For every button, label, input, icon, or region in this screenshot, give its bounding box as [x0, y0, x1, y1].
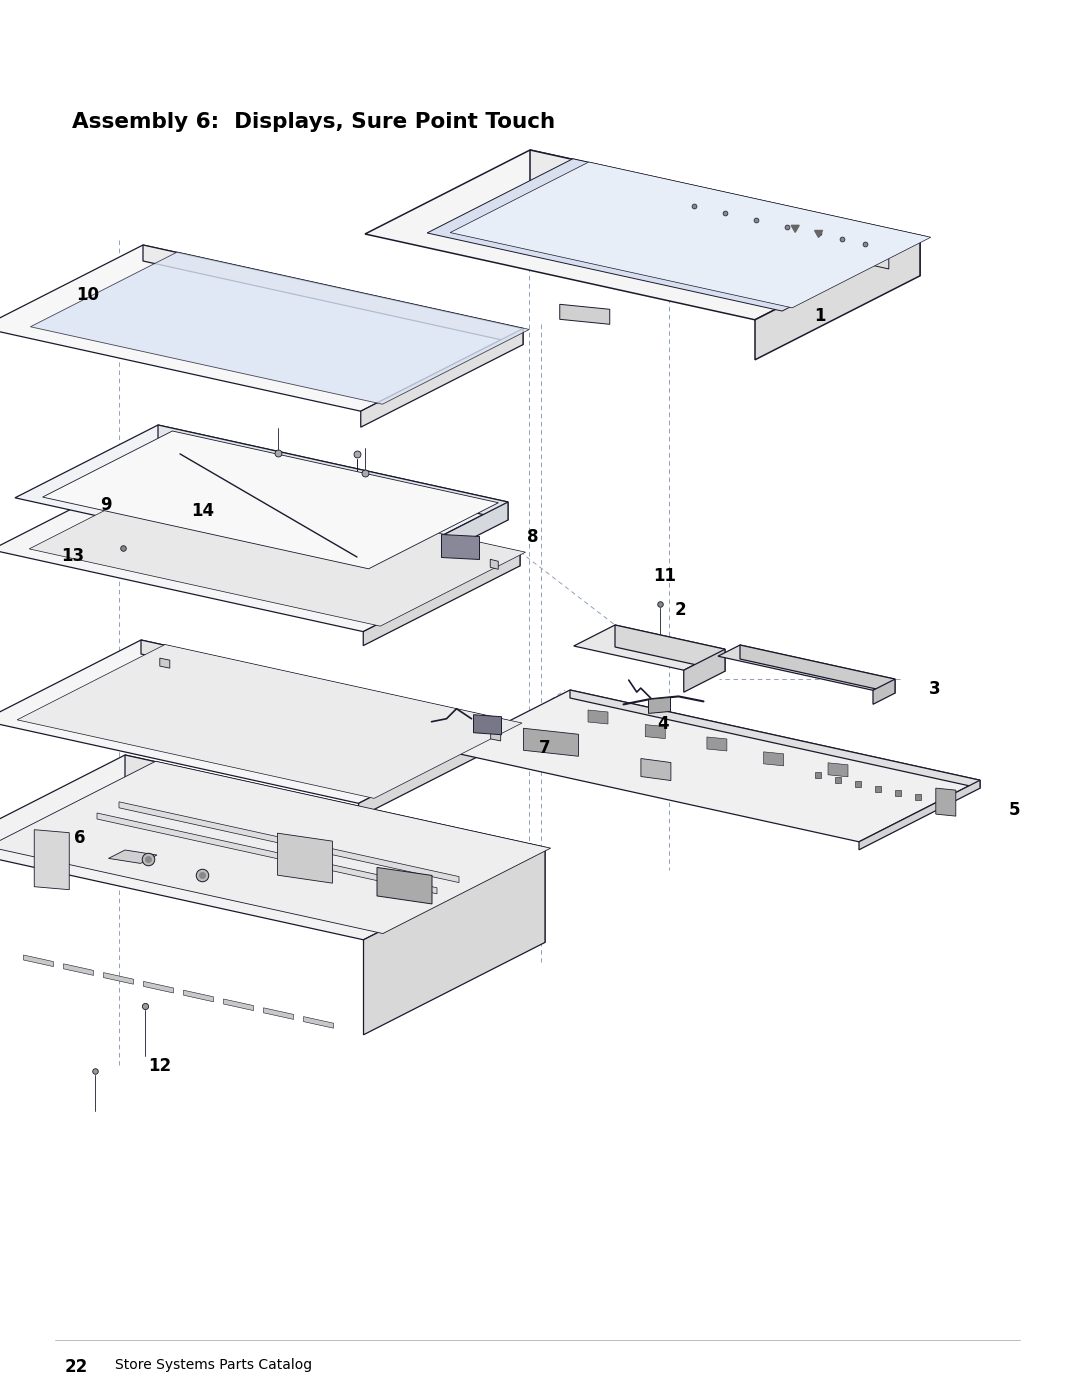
Polygon shape — [143, 244, 523, 345]
Polygon shape — [141, 640, 517, 736]
Polygon shape — [473, 715, 501, 735]
Polygon shape — [640, 759, 671, 781]
Polygon shape — [15, 425, 508, 574]
Polygon shape — [570, 690, 980, 788]
Text: 10: 10 — [77, 286, 99, 305]
Text: Assembly 6:  Displays, Sure Point Touch: Assembly 6: Displays, Sure Point Touch — [72, 112, 555, 131]
Polygon shape — [184, 990, 214, 1002]
Polygon shape — [588, 710, 608, 724]
Polygon shape — [361, 328, 523, 427]
Polygon shape — [365, 502, 508, 592]
Polygon shape — [0, 761, 551, 933]
Text: Store Systems Parts Catalog: Store Systems Parts Catalog — [114, 1358, 312, 1372]
Polygon shape — [144, 982, 174, 993]
Text: 11: 11 — [653, 567, 676, 585]
Polygon shape — [427, 159, 928, 312]
Polygon shape — [490, 559, 498, 570]
Polygon shape — [224, 999, 254, 1010]
Polygon shape — [0, 754, 545, 940]
Polygon shape — [828, 763, 848, 777]
Polygon shape — [35, 830, 69, 890]
Text: 9: 9 — [100, 496, 112, 514]
Polygon shape — [97, 813, 437, 894]
Polygon shape — [24, 956, 54, 967]
Polygon shape — [859, 780, 980, 849]
Polygon shape — [264, 1007, 294, 1020]
Polygon shape — [873, 679, 895, 704]
Polygon shape — [108, 849, 157, 863]
Polygon shape — [764, 752, 784, 766]
Polygon shape — [615, 624, 725, 671]
Polygon shape — [0, 244, 523, 411]
Polygon shape — [740, 645, 895, 693]
Polygon shape — [490, 731, 501, 740]
Polygon shape — [125, 754, 545, 943]
Text: 6: 6 — [75, 828, 85, 847]
Polygon shape — [792, 225, 799, 232]
Polygon shape — [166, 488, 175, 499]
Text: 4: 4 — [658, 715, 670, 733]
Polygon shape — [303, 1017, 334, 1028]
Polygon shape — [64, 964, 94, 975]
Polygon shape — [42, 432, 498, 569]
Polygon shape — [450, 162, 931, 307]
Polygon shape — [148, 469, 519, 566]
Text: 2: 2 — [674, 601, 686, 619]
Polygon shape — [707, 738, 727, 752]
Text: 5: 5 — [1009, 802, 1021, 819]
Polygon shape — [524, 728, 579, 756]
Polygon shape — [648, 697, 671, 714]
Polygon shape — [160, 658, 170, 668]
Polygon shape — [363, 552, 519, 645]
Polygon shape — [158, 425, 508, 520]
Text: 1: 1 — [814, 307, 825, 326]
Text: 22: 22 — [65, 1358, 89, 1376]
Text: 7: 7 — [539, 739, 551, 757]
Polygon shape — [530, 149, 920, 275]
Polygon shape — [365, 149, 920, 320]
Polygon shape — [718, 645, 895, 690]
Polygon shape — [0, 469, 519, 631]
Polygon shape — [278, 833, 333, 883]
Polygon shape — [559, 305, 610, 324]
Polygon shape — [104, 972, 134, 985]
Polygon shape — [449, 690, 980, 842]
Polygon shape — [119, 802, 459, 883]
Polygon shape — [364, 848, 545, 1035]
Polygon shape — [442, 535, 480, 560]
Polygon shape — [0, 640, 517, 803]
Text: 3: 3 — [929, 680, 941, 698]
Polygon shape — [935, 788, 956, 816]
Polygon shape — [678, 183, 889, 270]
Text: 13: 13 — [62, 548, 84, 564]
Polygon shape — [359, 722, 517, 817]
Text: 8: 8 — [527, 528, 539, 546]
Polygon shape — [377, 868, 432, 904]
Polygon shape — [17, 644, 522, 798]
Text: 12: 12 — [148, 1058, 172, 1076]
Polygon shape — [684, 650, 725, 692]
Polygon shape — [573, 624, 725, 671]
Polygon shape — [645, 725, 665, 739]
Polygon shape — [814, 231, 823, 237]
Polygon shape — [755, 236, 920, 360]
Text: 14: 14 — [191, 502, 214, 520]
Polygon shape — [30, 251, 529, 404]
Polygon shape — [29, 475, 526, 626]
